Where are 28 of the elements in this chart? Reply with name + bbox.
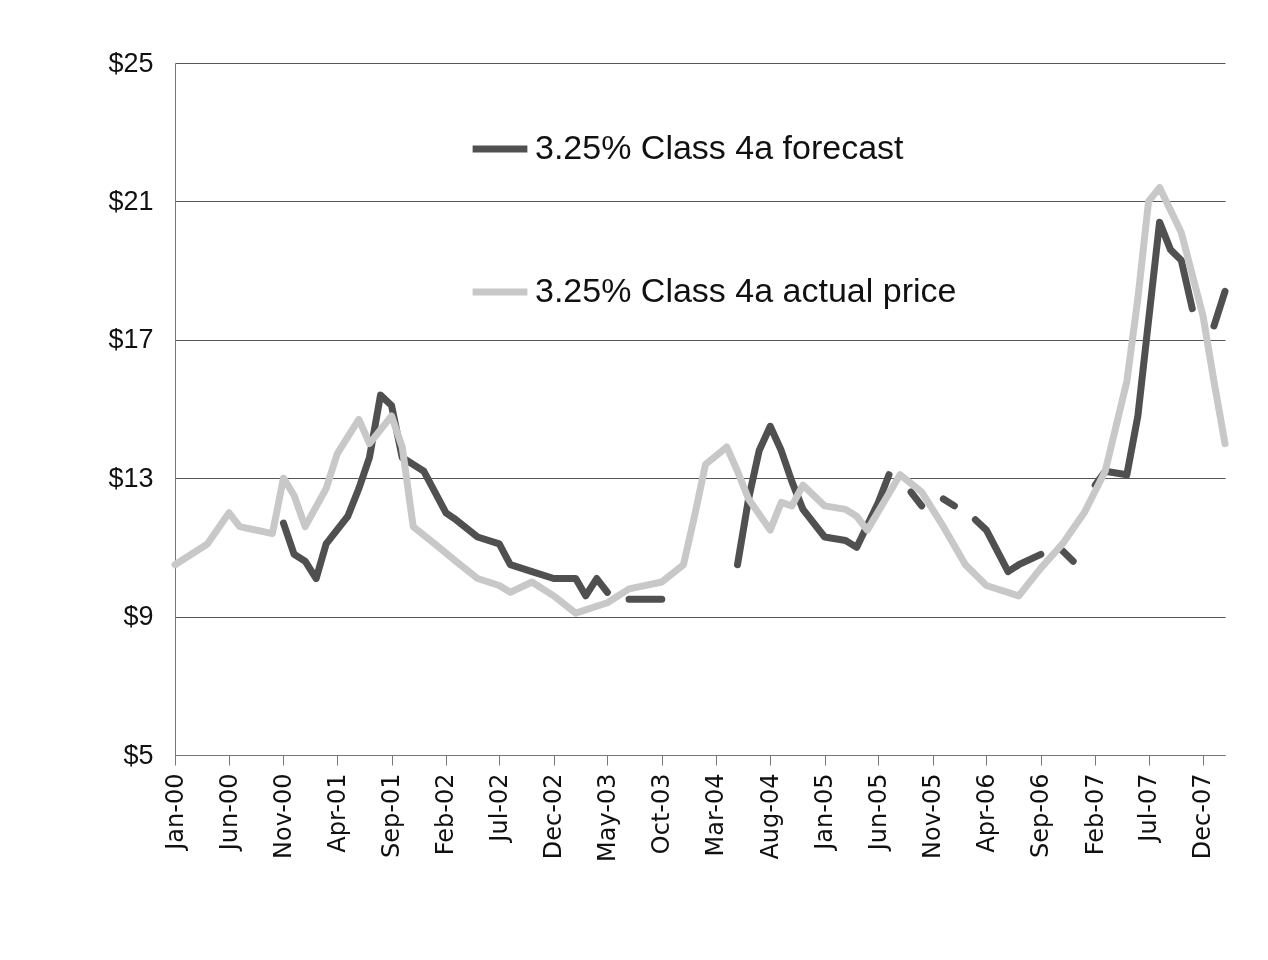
y-tick-label: $25 bbox=[108, 47, 154, 78]
x-tick-label: Jan-00 bbox=[160, 773, 189, 852]
x-tick-label: Apr-06 bbox=[971, 773, 1000, 853]
x-tick-label: Feb-02 bbox=[431, 773, 460, 856]
y-tick-label: $5 bbox=[123, 739, 154, 770]
x-tick-label: Mar-04 bbox=[701, 773, 730, 857]
y-tick-label: $9 bbox=[123, 601, 154, 632]
x-tick-label: Dec-07 bbox=[1188, 773, 1217, 860]
x-tick-label: Sep-01 bbox=[377, 773, 406, 858]
x-tick-label: Dec-02 bbox=[539, 773, 568, 860]
x-tick-label: May-03 bbox=[592, 773, 621, 862]
x-tick-label: Jun-05 bbox=[863, 773, 892, 853]
x-tick-label: Jul-02 bbox=[484, 773, 513, 844]
x-tick-label: Nov-05 bbox=[918, 773, 947, 859]
legend-label: 3.25% Class 4a actual price bbox=[535, 271, 957, 309]
x-tick-label: Apr-01 bbox=[322, 773, 351, 853]
x-tick-label: Feb-07 bbox=[1080, 773, 1109, 856]
x-tick-label: Jul-07 bbox=[1134, 773, 1163, 844]
y-tick-label: $17 bbox=[108, 324, 154, 355]
y-tick-label: $21 bbox=[108, 185, 154, 216]
legend-label: 3.25% Class 4a forecast bbox=[535, 128, 905, 166]
x-tick-label: Jan-05 bbox=[810, 773, 839, 852]
x-tick-label: Nov-00 bbox=[268, 773, 297, 859]
x-tick-label: Jun-00 bbox=[214, 773, 243, 853]
x-tick-label: Oct-03 bbox=[647, 773, 676, 855]
y-tick-label: $13 bbox=[108, 462, 154, 493]
x-tick-label: Aug-04 bbox=[755, 773, 784, 860]
x-tick-label: Sep-06 bbox=[1026, 773, 1055, 858]
